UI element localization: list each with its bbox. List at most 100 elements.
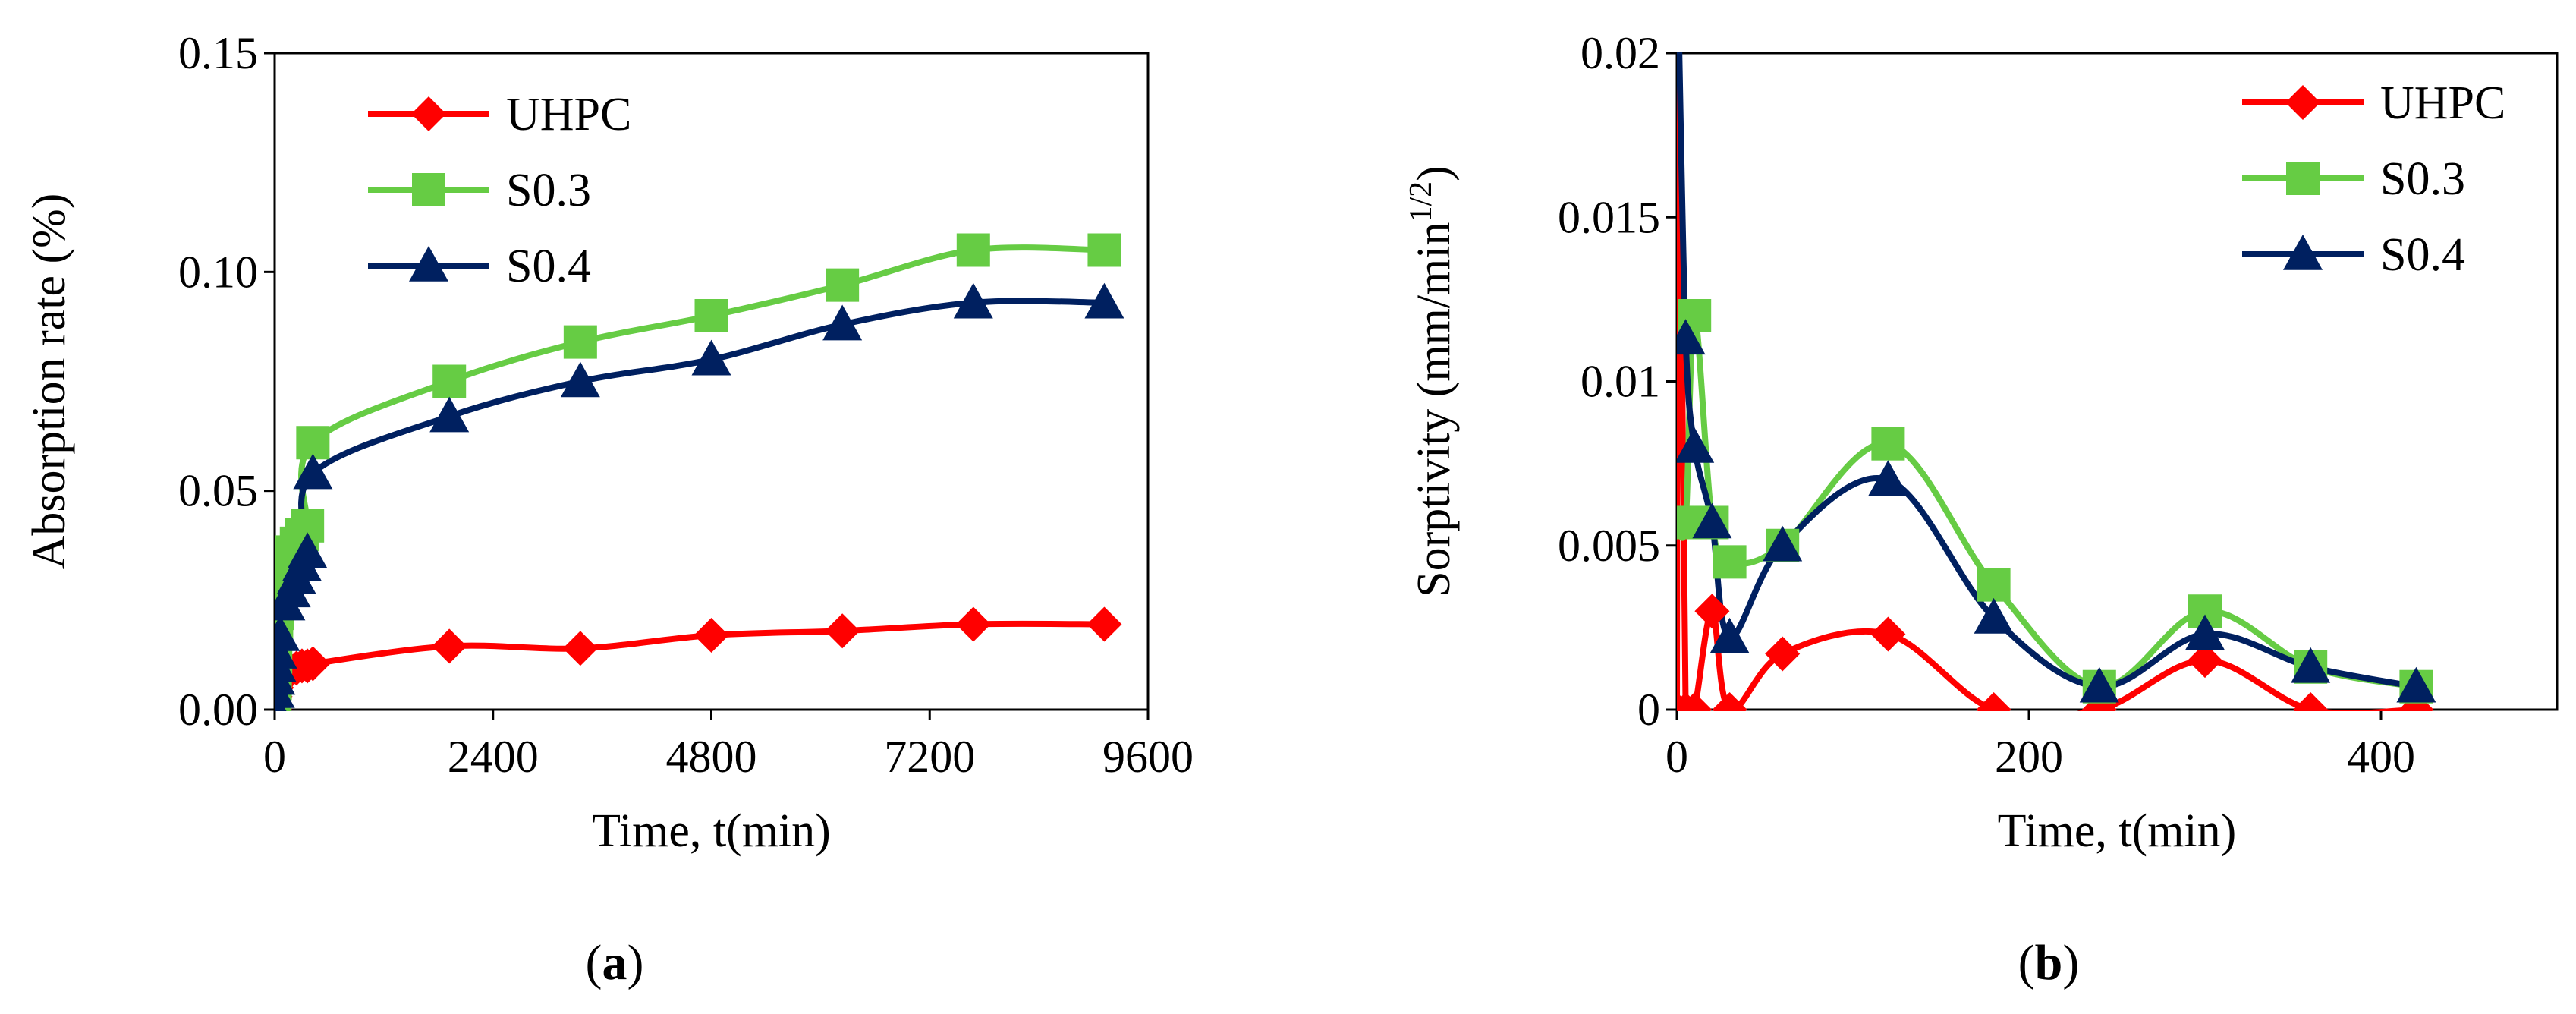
data-point-uhpc bbox=[1870, 616, 1906, 652]
y-axis-title-superscript: 1/2 bbox=[1404, 181, 1439, 222]
data-point-s04 bbox=[1868, 460, 1908, 496]
data-point-uhpc bbox=[1976, 692, 2011, 711]
data-point-s03 bbox=[826, 268, 860, 302]
caption-letter: b bbox=[2035, 935, 2063, 990]
x-tick-label: 0 bbox=[1665, 732, 1688, 782]
y-tick-label: 0.015 bbox=[1558, 192, 1660, 242]
data-point-uhpc bbox=[825, 613, 860, 649]
data-point-s04 bbox=[1763, 525, 1803, 562]
data-point-uhpc bbox=[1765, 636, 1801, 672]
data-point-s03 bbox=[694, 299, 728, 332]
data-point-s03 bbox=[1087, 233, 1121, 267]
data-point-s04 bbox=[1709, 617, 1750, 653]
legend-marker-s04 bbox=[2283, 235, 2323, 270]
chart-a: 0.00 0.05 0.10 0.15 0 2400 4800 7200 9600 Time, t… bbox=[24, 28, 1194, 990]
caption-letter: a bbox=[602, 935, 627, 990]
legend-marker-s03 bbox=[412, 173, 445, 206]
data-point-uhpc bbox=[2293, 692, 2329, 711]
plot-area bbox=[275, 233, 1124, 711]
data-point-s04 bbox=[1659, 1, 1698, 36]
legend-label-s04: S0.4 bbox=[2380, 229, 2465, 281]
legend: UHPC S0.3 S0.4 bbox=[2242, 77, 2505, 281]
x-tick-label: 7200 bbox=[884, 732, 975, 782]
series-line-uhpc bbox=[1677, 52, 2420, 711]
data-point-uhpc bbox=[295, 646, 331, 682]
series-line-uhpc bbox=[275, 620, 1108, 711]
legend-label-s04: S0.4 bbox=[506, 241, 591, 292]
y-tick-label: 0.01 bbox=[1581, 357, 1660, 407]
data-point-s04 bbox=[822, 304, 863, 341]
data-point-s04 bbox=[2079, 666, 2119, 703]
data-point-s03 bbox=[1977, 568, 2011, 602]
data-point-s04 bbox=[1677, 319, 1706, 355]
data-point-s04 bbox=[2185, 614, 2225, 650]
x-tick-label: 9600 bbox=[1102, 732, 1194, 782]
data-point-s04 bbox=[293, 453, 333, 490]
y-axis-title-end: ) bbox=[1408, 165, 1460, 181]
x-tick-label: 2400 bbox=[448, 732, 539, 782]
plot-frame bbox=[273, 52, 1150, 711]
y-tick-label: 0.00 bbox=[178, 685, 258, 735]
x-tick-label: 0 bbox=[263, 732, 286, 782]
y-axis-title: Sorptivity (mm/min1/2) bbox=[1404, 165, 1460, 597]
series-line-s04 bbox=[1677, 52, 2420, 690]
legend-label-uhpc: UHPC bbox=[2380, 77, 2505, 129]
y-axis-title: Absorption rate (%) bbox=[24, 194, 75, 570]
data-point-s04 bbox=[1692, 502, 1732, 539]
legend-marker-s03 bbox=[2286, 162, 2320, 195]
data-point-s04 bbox=[560, 361, 600, 398]
legend-label-s03: S0.3 bbox=[506, 165, 591, 216]
x-tick-label: 400 bbox=[2347, 732, 2415, 782]
plot-area bbox=[1659, 1, 2436, 711]
legend-marker-uhpc bbox=[411, 96, 446, 131]
caption-open-paren: ( bbox=[2018, 935, 2035, 990]
data-point-uhpc bbox=[955, 606, 991, 642]
y-tick-label: 0.10 bbox=[178, 247, 258, 297]
data-point-s03 bbox=[563, 325, 597, 359]
data-point-s03 bbox=[432, 364, 467, 398]
x-tick-label: 4800 bbox=[666, 732, 757, 782]
data-point-uhpc bbox=[1661, 3, 1696, 38]
x-axis-title: Time, t(min) bbox=[592, 805, 831, 857]
y-tick-label: 0.15 bbox=[178, 28, 258, 78]
legend-marker-s04 bbox=[409, 246, 448, 282]
data-point-uhpc bbox=[562, 631, 598, 666]
data-point-uhpc bbox=[2188, 643, 2222, 679]
data-point-uhpc bbox=[1677, 692, 1713, 711]
data-point-s04 bbox=[275, 615, 300, 651]
data-point-uhpc bbox=[432, 628, 467, 664]
y-axis-title-main: Sorptivity (mm/min bbox=[1408, 222, 1460, 597]
series-line-s03 bbox=[1677, 313, 2420, 690]
y-tick-label: 0.05 bbox=[178, 466, 258, 516]
legend-label-uhpc: UHPC bbox=[506, 89, 631, 140]
data-point-s04 bbox=[2396, 666, 2436, 703]
y-tick-label: 0.02 bbox=[1581, 28, 1660, 78]
data-point-s04 bbox=[1974, 597, 2014, 634]
y-tick-label: 0 bbox=[1637, 685, 1660, 735]
plot-frame bbox=[1675, 52, 2559, 711]
data-point-uhpc bbox=[1712, 692, 1747, 711]
data-point-s04 bbox=[429, 396, 470, 433]
data-point-s04 bbox=[691, 339, 731, 376]
data-point-uhpc bbox=[1694, 594, 1730, 629]
chart-caption: (a) bbox=[586, 935, 644, 990]
data-point-s04 bbox=[953, 282, 993, 319]
caption-close-paren: ) bbox=[627, 935, 644, 990]
legend-label-s03: S0.3 bbox=[2380, 153, 2465, 205]
data-point-s04 bbox=[1677, 427, 1715, 463]
x-tick-label: 200 bbox=[1995, 732, 2063, 782]
chart-b: 0 0.005 0.01 0.015 0.02 0 200 400 Time, t(min) So… bbox=[1404, 1, 2559, 990]
data-point-s03 bbox=[1871, 427, 1905, 461]
data-point-s03 bbox=[1713, 545, 1747, 579]
data-point-s03 bbox=[956, 233, 990, 267]
chart-caption: (b) bbox=[2018, 935, 2080, 990]
data-point-s04 bbox=[2291, 647, 2331, 683]
legend-marker-uhpc bbox=[2285, 85, 2320, 120]
x-axis-title: Time, t(min) bbox=[1998, 805, 2237, 857]
caption-close-paren: ) bbox=[2062, 935, 2079, 990]
caption-open-paren: ( bbox=[586, 935, 602, 990]
data-point-uhpc bbox=[1087, 606, 1122, 642]
data-point-uhpc bbox=[694, 617, 729, 653]
legend: UHPC S0.3 S0.4 bbox=[368, 89, 631, 292]
